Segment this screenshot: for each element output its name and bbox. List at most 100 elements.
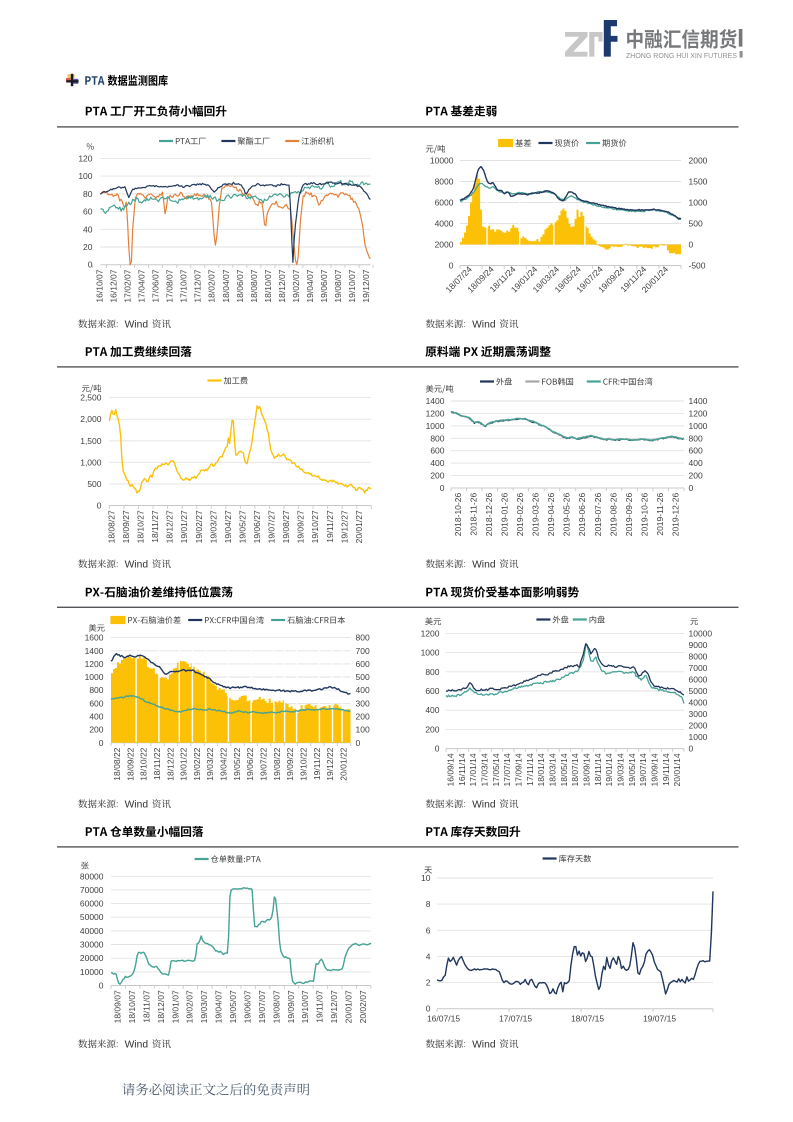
svg-text:60000: 60000 bbox=[80, 899, 104, 909]
svg-text:60: 60 bbox=[83, 207, 93, 217]
svg-text:18/11/14: 18/11/14 bbox=[593, 753, 603, 786]
svg-text:17/01/14: 17/01/14 bbox=[468, 753, 478, 786]
svg-text:2000: 2000 bbox=[689, 721, 708, 731]
svg-text:18/12/07: 18/12/07 bbox=[277, 269, 287, 302]
svg-text:700: 700 bbox=[356, 646, 370, 656]
svg-text:1000: 1000 bbox=[426, 421, 445, 431]
svg-text:40000: 40000 bbox=[80, 926, 104, 936]
svg-text:18/11/27: 18/11/27 bbox=[150, 510, 160, 543]
svg-text:4000: 4000 bbox=[689, 698, 708, 708]
svg-text:-500: -500 bbox=[689, 261, 706, 271]
svg-text:400: 400 bbox=[430, 458, 444, 468]
svg-text:19/07/15: 19/07/15 bbox=[643, 1014, 676, 1024]
svg-text:19/09/14: 19/09/14 bbox=[649, 753, 659, 786]
svg-text:200: 200 bbox=[425, 724, 439, 734]
svg-text:16/10/07: 16/10/07 bbox=[95, 269, 105, 302]
svg-text:20/01/07: 20/01/07 bbox=[344, 990, 354, 1023]
svg-text:70000: 70000 bbox=[80, 885, 104, 895]
svg-text:20000: 20000 bbox=[80, 953, 104, 963]
svg-text:400: 400 bbox=[89, 712, 103, 722]
svg-text:18/04/07: 18/04/07 bbox=[221, 269, 231, 302]
svg-text:19/06/07: 19/06/07 bbox=[319, 269, 329, 302]
svg-text:18/07/14: 18/07/14 bbox=[570, 753, 580, 786]
svg-text:1,000: 1,000 bbox=[80, 457, 102, 467]
svg-text:1600: 1600 bbox=[85, 633, 104, 643]
svg-text:19/09/07: 19/09/07 bbox=[286, 990, 296, 1023]
svg-text:500: 500 bbox=[689, 219, 703, 229]
svg-text:600: 600 bbox=[689, 446, 703, 456]
svg-text:19/01/22: 19/01/22 bbox=[179, 747, 189, 780]
svg-text:100: 100 bbox=[78, 171, 92, 181]
svg-text:17/02/07: 17/02/07 bbox=[123, 269, 133, 302]
svg-text:20/02/07: 20/02/07 bbox=[358, 990, 368, 1023]
svg-text:19/06/07: 19/06/07 bbox=[243, 990, 253, 1023]
svg-text:19/05/14: 19/05/14 bbox=[627, 753, 637, 786]
svg-text:10000: 10000 bbox=[430, 156, 454, 166]
svg-text:6: 6 bbox=[426, 925, 431, 935]
svg-text:5000: 5000 bbox=[689, 686, 708, 696]
svg-text:10000: 10000 bbox=[80, 967, 104, 977]
svg-text:19/12/22: 19/12/22 bbox=[325, 747, 335, 780]
svg-text:1000: 1000 bbox=[689, 732, 708, 742]
svg-text:200: 200 bbox=[430, 471, 444, 481]
svg-text:19/11/07: 19/11/07 bbox=[315, 990, 325, 1023]
svg-text:18/12/22: 18/12/22 bbox=[165, 747, 175, 780]
svg-text:1200: 1200 bbox=[426, 408, 445, 418]
svg-text:18/10/07: 18/10/07 bbox=[263, 269, 273, 302]
svg-text:80: 80 bbox=[83, 189, 93, 199]
svg-text:Wind: Wind bbox=[472, 1039, 496, 1050]
svg-text:19/02/27: 19/02/27 bbox=[194, 510, 204, 543]
svg-text:19/06/22: 19/06/22 bbox=[245, 747, 255, 780]
svg-text:19/01/27: 19/01/27 bbox=[179, 510, 189, 543]
svg-text:17/05/14: 17/05/14 bbox=[491, 753, 501, 786]
svg-text:200: 200 bbox=[356, 712, 370, 722]
svg-text:18/08/22: 18/08/22 bbox=[112, 747, 122, 780]
svg-text:800: 800 bbox=[89, 685, 103, 695]
svg-text:17/07/15: 17/07/15 bbox=[499, 1014, 532, 1024]
svg-text:19/11/22: 19/11/22 bbox=[312, 747, 322, 780]
svg-text:4000: 4000 bbox=[435, 219, 454, 229]
svg-text:600: 600 bbox=[356, 659, 370, 669]
svg-text:500: 500 bbox=[356, 672, 370, 682]
svg-text:1200: 1200 bbox=[689, 408, 708, 418]
svg-text:18/08/27: 18/08/27 bbox=[107, 510, 117, 543]
svg-text:Wind: Wind bbox=[472, 319, 496, 330]
svg-text:19/05/07: 19/05/07 bbox=[228, 990, 238, 1023]
svg-text:0: 0 bbox=[689, 483, 694, 493]
svg-text:400: 400 bbox=[689, 458, 703, 468]
svg-text:19/09/22: 19/09/22 bbox=[285, 747, 295, 780]
svg-text:17/09/14: 17/09/14 bbox=[514, 753, 524, 786]
svg-text:19/12/07: 19/12/07 bbox=[361, 269, 371, 302]
svg-text:19/05/22: 19/05/22 bbox=[232, 747, 242, 780]
svg-text:19/08/07: 19/08/07 bbox=[271, 990, 281, 1023]
svg-text:18/01/14: 18/01/14 bbox=[536, 753, 546, 786]
svg-text:4: 4 bbox=[426, 951, 431, 961]
svg-text:800: 800 bbox=[689, 433, 703, 443]
svg-text:19/05/27: 19/05/27 bbox=[238, 510, 248, 543]
svg-text:19/12/27: 19/12/27 bbox=[339, 510, 349, 543]
svg-text:19/04/07: 19/04/07 bbox=[214, 990, 224, 1023]
svg-text:Wind: Wind bbox=[125, 559, 149, 570]
svg-text:10: 10 bbox=[421, 873, 431, 883]
svg-text:18/07/15: 18/07/15 bbox=[571, 1014, 604, 1024]
svg-text:2019-09-26: 2019-09-26 bbox=[624, 493, 634, 537]
svg-text:18/09/22: 18/09/22 bbox=[125, 747, 135, 780]
svg-text:19/04/07: 19/04/07 bbox=[305, 269, 315, 302]
svg-text:ZHONG RONG HUI XIN FUTURES: ZHONG RONG HUI XIN FUTURES bbox=[626, 51, 737, 60]
svg-text:0: 0 bbox=[88, 260, 93, 270]
svg-text:19/01/14: 19/01/14 bbox=[604, 753, 614, 786]
svg-text:18/10/27: 18/10/27 bbox=[136, 510, 146, 543]
svg-text:Wind: Wind bbox=[472, 799, 496, 810]
svg-text:19/08/27: 19/08/27 bbox=[281, 510, 291, 543]
svg-text:0: 0 bbox=[97, 501, 102, 511]
svg-text:2,500: 2,500 bbox=[80, 393, 102, 403]
svg-text:9000: 9000 bbox=[689, 640, 708, 650]
svg-text:19/08/22: 19/08/22 bbox=[272, 747, 282, 780]
svg-text:0: 0 bbox=[435, 744, 440, 754]
svg-text:2019-08-26: 2019-08-26 bbox=[608, 493, 618, 537]
svg-text:Wind: Wind bbox=[472, 559, 496, 570]
svg-text:1200: 1200 bbox=[421, 628, 440, 638]
svg-text:2019-11-26: 2019-11-26 bbox=[655, 493, 665, 536]
svg-text:18/08/07: 18/08/07 bbox=[249, 269, 259, 302]
svg-text:17/03/14: 17/03/14 bbox=[480, 753, 490, 786]
